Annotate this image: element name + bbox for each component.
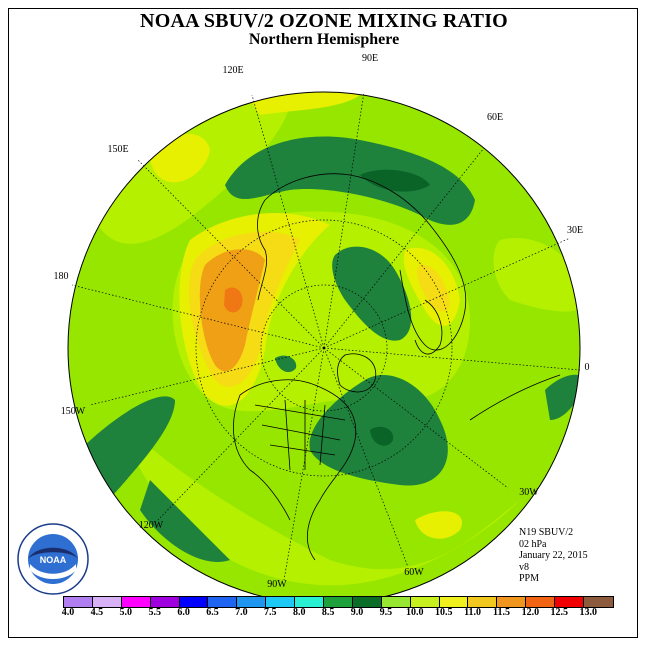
region-9-siberia-core (360, 169, 430, 192)
colorbar-tick-label: 6.5 (206, 607, 219, 618)
colorbar-swatch (150, 597, 180, 607)
meridian-0 (323, 347, 581, 371)
region-9-5-south (120, 420, 520, 586)
region-10-northwest (250, 92, 360, 115)
lon-label-90e: 90E (362, 53, 378, 64)
coast-eurasia (264, 173, 467, 351)
region-8-5-east (545, 374, 580, 420)
meridian-90w (283, 347, 325, 581)
meridian-180 (71, 284, 325, 349)
colorbar-tick-label: 12.0 (521, 607, 540, 618)
colorbar-tick-label: 7.5 (264, 607, 277, 618)
chart-title: NOAA SBUV/2 OZONE MIXING RATIO (140, 10, 508, 32)
colorbar-tick-label: 5.5 (148, 607, 161, 618)
figure-frame (8, 8, 638, 638)
colorbar-swatch (237, 597, 267, 607)
lat-circle-70 (260, 284, 388, 412)
lon-label-150e: 150E (107, 144, 128, 155)
lon-label-0: 0 (585, 362, 590, 373)
region-9-5-east (493, 238, 580, 312)
info-date: January 22, 2015 (519, 550, 588, 561)
noaa-logo: NOAA (17, 523, 89, 595)
coast-africa (469, 374, 561, 421)
colorbar-tick-label: 10.5 (434, 607, 453, 618)
logo-text: NOAA (40, 555, 67, 565)
colorbar-swatch (439, 597, 469, 607)
colorbar-tick-label: 6.0 (177, 607, 190, 618)
colorbar-tick-label: 5.0 (119, 607, 133, 618)
colorbar-tick-label: 7.0 (235, 607, 248, 618)
colorbar-tick-label: 11.5 (493, 607, 510, 618)
coast-canada-grid (254, 399, 346, 471)
colorbar-tick-label: 9.5 (379, 607, 393, 618)
colorbar-tick-label: 10.0 (406, 607, 424, 618)
meridian-150w (89, 347, 325, 406)
lon-label-90w: 90W (267, 579, 287, 590)
colorbar-tick-label: 4.0 (61, 607, 75, 618)
colorbar-swatch (584, 597, 613, 607)
colorbar-swatch (266, 597, 296, 607)
meridian-120w (157, 347, 325, 521)
meridian-90e (323, 91, 365, 349)
logo-seagull (28, 547, 78, 559)
colorbar-swatch (324, 597, 353, 607)
colorbar-swatch (92, 597, 122, 607)
info-block: N19 SBUV/2 02 hPa January 22, 2015 v8 PP… (519, 527, 588, 585)
region-10-southeast (415, 511, 462, 539)
colorbar-tick-label: 13.0 (579, 607, 597, 618)
colorbar-swatch (526, 597, 556, 607)
colorbar-swatch (555, 597, 585, 607)
lon-label-180: 180 (54, 271, 69, 282)
colorbar-swatch (497, 597, 527, 607)
region-10-5-europe (417, 264, 450, 312)
chart-subtitle: Northern Hemisphere (248, 31, 400, 48)
coast-asia-east (257, 199, 267, 301)
lon-label-60e: 60E (487, 112, 503, 123)
info-satellite: N19 SBUV/2 (519, 527, 574, 538)
graticule (71, 91, 581, 581)
lon-label-60w: 60W (404, 567, 424, 578)
coast-greenland (337, 353, 377, 393)
coastlines (233, 173, 561, 561)
coast-europe (414, 299, 443, 355)
lon-label-150w: 150W (61, 406, 86, 417)
colorbar-swatch (468, 597, 498, 607)
meridian-30e (323, 237, 571, 349)
info-units: PPM (519, 573, 540, 584)
colorbar-swatch (295, 597, 325, 607)
colorbar-swatch (410, 597, 440, 607)
region-8-5-south (140, 480, 230, 562)
lon-label-30e: 30E (567, 225, 583, 236)
colorbar-swatch (179, 597, 209, 607)
longitude-labels: 90E 60E 120E 30E 150E 180 0 150W 30W 120… (54, 53, 590, 590)
colorbar-swatch (121, 597, 151, 607)
colorbar-tick-label: 9.0 (350, 607, 364, 618)
coast-north-america (233, 379, 357, 561)
lon-label-120w: 120W (139, 520, 164, 531)
region-8-5-arctic (275, 355, 297, 373)
logo-wave (30, 564, 76, 579)
colorbar-swatch (352, 597, 382, 607)
region-9-atlantic-core (370, 426, 394, 446)
colorbar-swatch (64, 597, 93, 607)
info-level: 02 hPa (519, 538, 547, 550)
colorbar-swatch (381, 597, 411, 607)
colorbar-tick-label: 11.0 (464, 607, 482, 618)
colorbar-tick-label: 8.5 (321, 607, 335, 618)
colorbar-tick-label: 12.5 (550, 607, 569, 618)
colorbar-tick-label: 8.0 (292, 607, 306, 618)
lon-label-120e: 120E (222, 65, 243, 76)
meridian-60e (323, 147, 485, 349)
lat-circle-50 (195, 219, 453, 477)
lon-label-30w: 30W (519, 487, 539, 498)
region-8-5-europe (332, 246, 412, 341)
region-11-5-pacific (224, 287, 243, 313)
colorbar-swatch (208, 597, 238, 607)
info-version: v8 (519, 561, 529, 573)
colorbar-tick-label: 4.5 (90, 607, 104, 618)
meridian-30w (323, 347, 509, 489)
colorbar (63, 596, 614, 608)
meridian-60w (323, 347, 409, 568)
